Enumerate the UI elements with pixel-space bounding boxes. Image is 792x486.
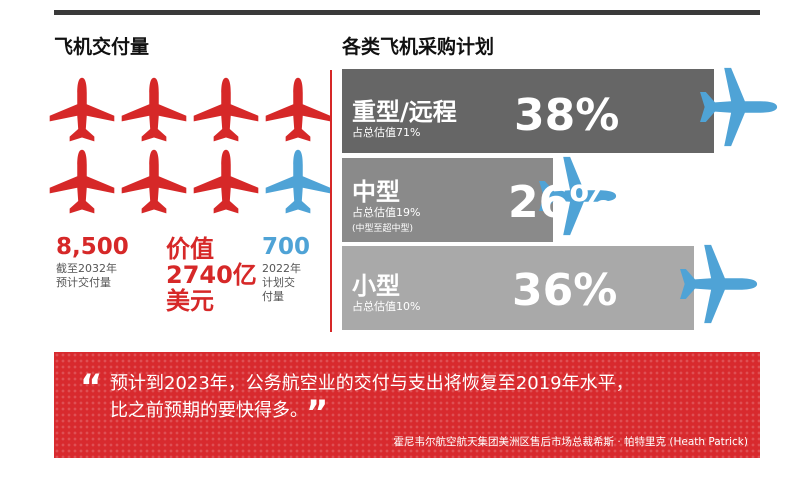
stat-2022-note-3: 付量 — [262, 290, 284, 303]
plane-icon — [121, 77, 187, 142]
stat-deliveries-note-1: 截至2032年 — [56, 262, 117, 275]
bar-1-subtitle: 占总估值71% — [352, 126, 421, 139]
stat-deliveries-note-2: 预计交付量 — [56, 276, 111, 289]
plane-icon — [265, 77, 331, 142]
stat-value-line-1: 价值 — [166, 235, 214, 263]
bar-1-value-label: 38% — [514, 90, 620, 141]
plane-icon-grid — [48, 74, 338, 224]
plane-icon-highlight — [265, 149, 331, 214]
quote-attribution: 霍尼韦尔航空航天集团美洲区售后市场总裁希斯 · 帕特里克 (Heath Patr… — [393, 436, 748, 448]
deliveries-heading: 飞机交付量 — [54, 36, 150, 58]
stat-2022-note-2: 计划交 — [262, 276, 295, 289]
plane-icon — [193, 77, 259, 142]
bar-2 — [342, 158, 553, 242]
bar-2-note: (中型至超中型) — [352, 224, 414, 234]
bar-3-subtitle: 占总估值10% — [352, 300, 421, 313]
plane-icon — [49, 77, 115, 142]
plane-icon — [49, 149, 115, 214]
stat-2022-note-1: 2022年 — [262, 262, 301, 275]
procurement-bar-chart — [342, 67, 778, 330]
bar-2-label: 中型 — [352, 178, 400, 206]
bar-1-plane-icon — [700, 67, 778, 147]
bar-2-value-label: 26% — [508, 177, 614, 228]
bar-1 — [342, 69, 714, 153]
open-quote-mark: “ — [80, 367, 103, 407]
bar-2-subtitle: 占总估值19% — [352, 206, 421, 219]
procurement-heading: 各类飞机采购计划 — [342, 36, 495, 58]
plane-icon — [121, 149, 187, 214]
top-rule — [54, 10, 760, 15]
stat-deliveries-value: 8,500 — [56, 234, 129, 260]
quote-line-2: 比之前预期的要快得多。 — [110, 400, 308, 421]
stat-value-line-3: 美元 — [166, 287, 214, 315]
stat-value-line-2: 2740亿 — [166, 261, 257, 289]
bar-2-plane-icon — [539, 156, 617, 236]
bar-3 — [342, 246, 694, 330]
bar-3-value-label: 36% — [512, 265, 618, 316]
bar-1-label: 重型/远程 — [352, 98, 457, 126]
close-quote-mark: ” — [306, 393, 329, 433]
bar-3-plane-icon — [680, 244, 758, 324]
stat-2022-value: 700 — [262, 234, 311, 260]
plane-icon — [193, 149, 259, 214]
quote-box: “ 预计到2023年，公务航空业的交付与支出将恢复至2019年水平， 比之前预期… — [54, 352, 760, 458]
section-divider — [330, 70, 332, 332]
quote-line-1: 预计到2023年，公务航空业的交付与支出将恢复至2019年水平， — [110, 373, 634, 394]
bar-3-label: 小型 — [352, 272, 400, 300]
